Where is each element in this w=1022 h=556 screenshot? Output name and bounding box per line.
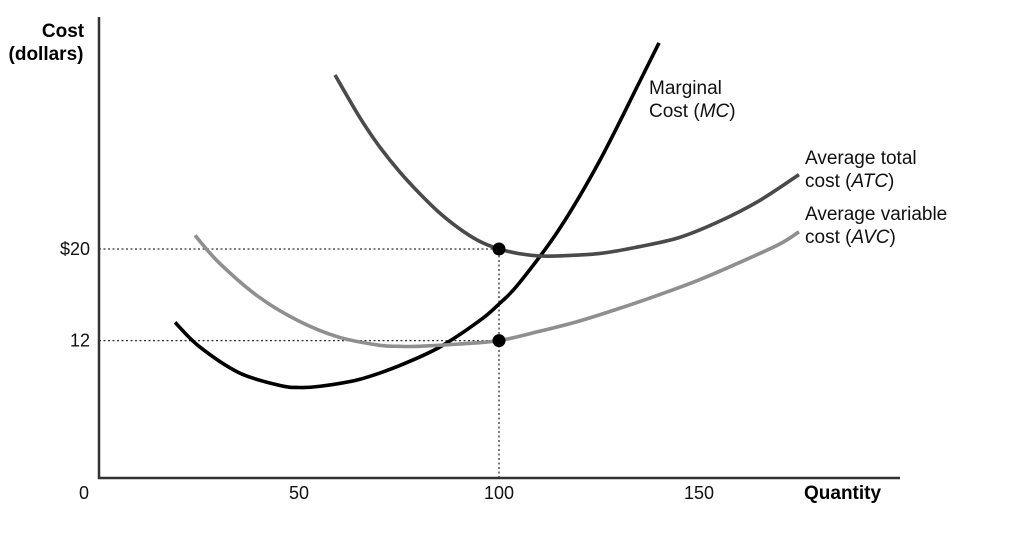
x-tick-50: 50 [289,483,309,503]
atc-curve [333,74,800,258]
y-tick-12: 12 [70,331,90,351]
origin-label: 0 [79,483,89,503]
mc-label-line1: Marginal [649,78,722,99]
atc-label-line1: Average total [805,148,917,169]
mc-curve [173,42,661,390]
mc-label-line2: Cost (MC) [649,101,736,122]
avc-curve [193,230,800,349]
point-100-12 [492,334,506,348]
y-axis-title-line1: Cost [42,21,85,42]
avc-label-line2: cost (AVC) [805,227,896,248]
x-tick-100: 100 [484,483,514,503]
y-axis-title-line2: (dollars) [9,44,84,65]
mc-label: Marginal Cost (MC) [649,78,736,122]
point-100-20 [492,242,506,256]
avc-label-line1: Average variable [805,204,947,225]
avc-label: Average variable cost (AVC) [805,204,947,248]
y-tick-20: $20 [60,239,90,259]
x-axis-title: Quantity [804,483,881,504]
atc-label-line2: cost (ATC) [805,171,894,192]
atc-label: Average total cost (ATC) [805,148,917,192]
x-tick-150: 150 [684,483,714,503]
